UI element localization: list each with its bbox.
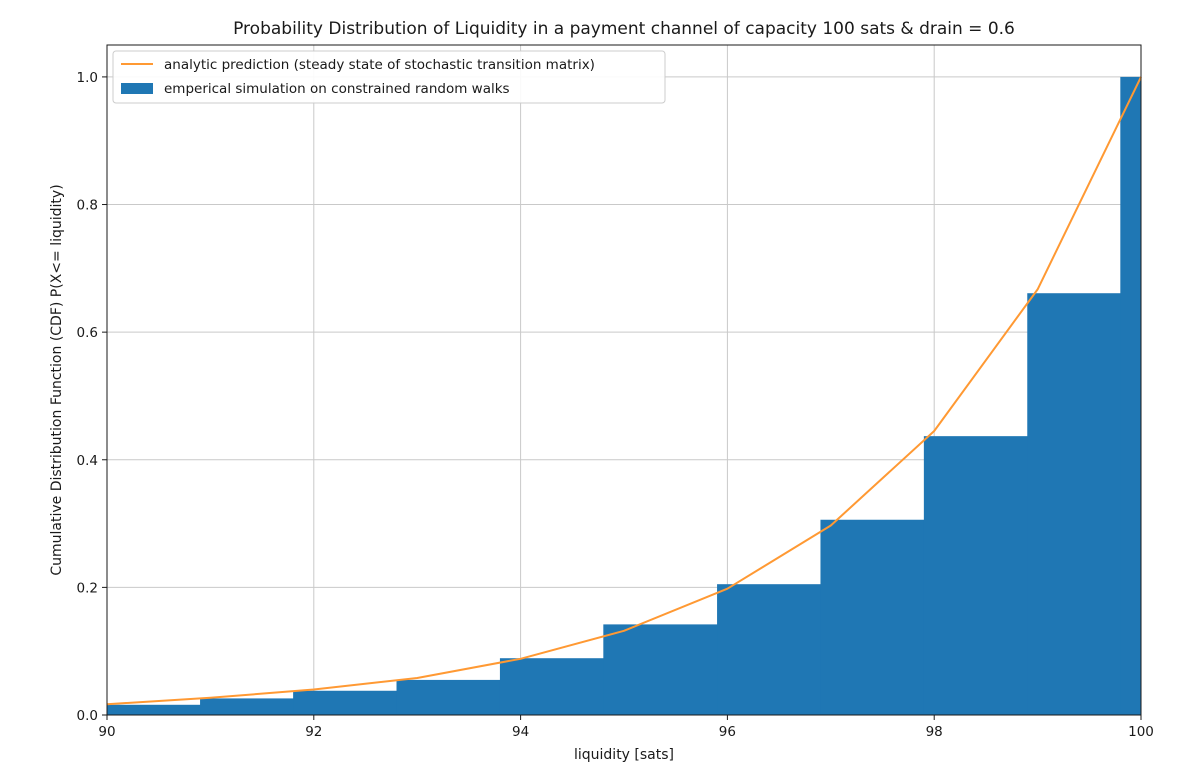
legend-bar-swatch <box>121 83 153 94</box>
histogram-bar <box>717 584 821 715</box>
legend: analytic prediction (steady state of sto… <box>112 50 666 104</box>
histogram-bar <box>603 624 718 715</box>
histogram-bar <box>396 679 501 715</box>
legend-label-analytic: analytic prediction (steady state of sto… <box>164 57 595 73</box>
x-tick-label: 96 <box>719 724 736 740</box>
histogram-bar <box>107 704 201 715</box>
x-tick-label: 100 <box>1128 724 1154 740</box>
y-tick-label: 0.6 <box>77 325 98 341</box>
legend-label-empirical: emperical simulation on constrained rand… <box>164 81 510 97</box>
histogram-bar <box>820 519 925 715</box>
y-tick-label: 0.0 <box>77 708 98 724</box>
histogram-bar <box>499 658 604 715</box>
legend-box <box>112 50 666 104</box>
plot-frame <box>106 44 1142 716</box>
analytic-line-layer <box>106 76 1142 706</box>
histogram-bar <box>200 698 294 715</box>
y-tick-label: 0.8 <box>77 198 98 214</box>
histogram-bar <box>1120 76 1142 715</box>
y-tick-label: 0.2 <box>77 580 98 596</box>
y-tick-label: 0.4 <box>77 453 98 469</box>
x-axis-ticks: 90 92 94 96 98 100 <box>98 715 1154 740</box>
x-tick-label: 94 <box>512 724 529 740</box>
y-tick-label: 1.0 <box>77 70 98 86</box>
histogram-bar <box>923 436 1028 715</box>
x-tick-label: 92 <box>305 724 322 740</box>
analytic-prediction-line <box>106 76 1142 706</box>
histogram-bar <box>293 690 398 715</box>
y-axis-label: Cumulative Distribution Function (CDF) P… <box>49 184 65 575</box>
chart-title: Probability Distribution of Liquidity in… <box>233 19 1015 39</box>
x-axis-label: liquidity [sats] <box>574 747 674 763</box>
histogram-bars <box>107 76 1142 715</box>
x-tick-label: 90 <box>98 724 115 740</box>
x-tick-label: 98 <box>926 724 943 740</box>
histogram-bar <box>1027 293 1121 715</box>
y-axis-ticks: 0.0 0.2 0.4 0.6 0.8 1.0 <box>77 70 107 724</box>
